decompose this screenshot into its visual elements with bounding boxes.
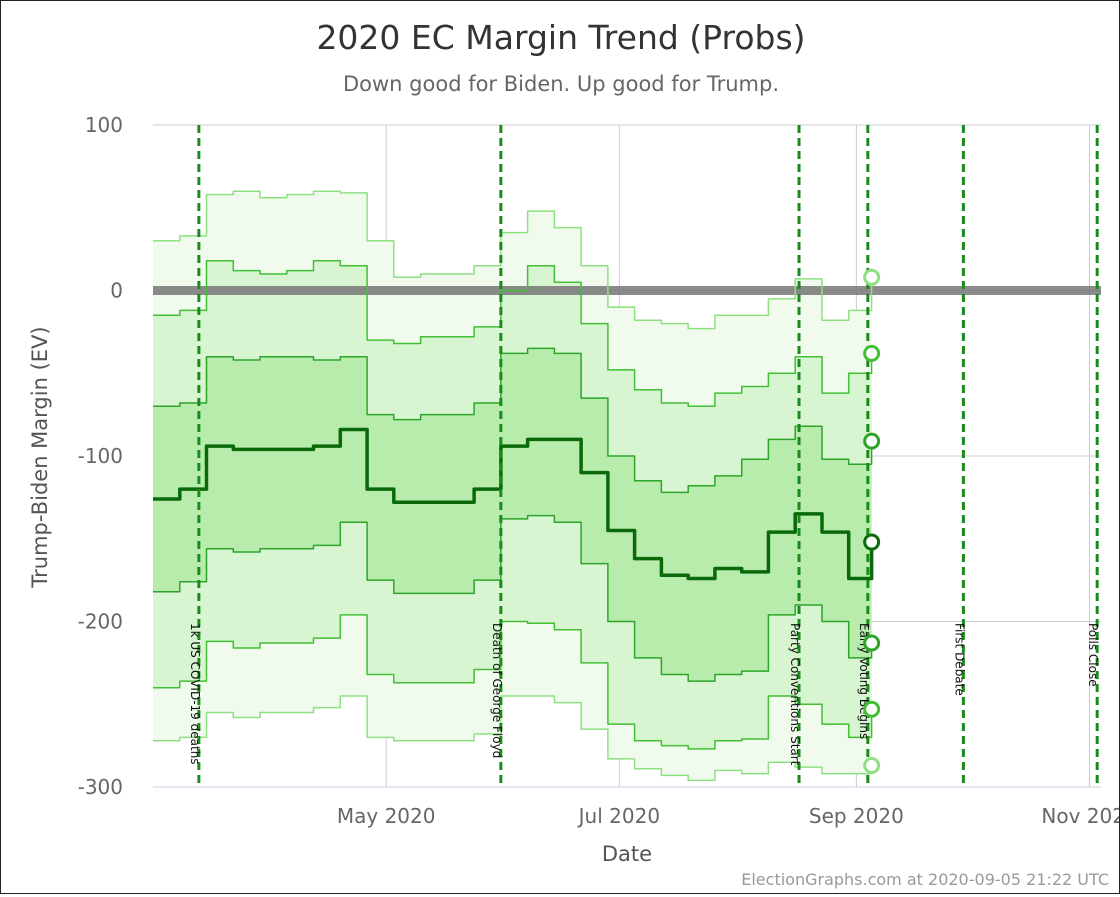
- series-endpoint: [863, 700, 881, 718]
- probability-band: [153, 348, 872, 579]
- series-endpoint: [863, 533, 881, 551]
- probability-band: [153, 614, 872, 781]
- series-endpoints: [863, 268, 881, 774]
- series-line: [153, 514, 873, 682]
- y-tick-label: 0: [110, 279, 123, 303]
- y-tick-label: 100: [85, 113, 123, 137]
- x-tick-label: May 2020: [337, 804, 436, 828]
- series-line: [153, 259, 873, 408]
- event-lines: 1k US COVID-19 deaths Death of George Flo…: [188, 125, 1100, 787]
- probability-band: [153, 515, 872, 749]
- y-axis-label: Trump-Biden Margin (EV): [28, 326, 52, 588]
- event-label: 1k US COVID-19 deaths: [188, 623, 202, 765]
- series-line: [153, 427, 874, 581]
- credit-text: ElectionGraphs.com at 2020-09-05 21:22 U…: [741, 870, 1109, 889]
- y-tick-labels: 100 0 -100 -200 -300: [78, 113, 123, 799]
- x-tick-label: Sep 2020: [809, 804, 904, 828]
- series-line: [153, 695, 873, 782]
- series-line: [153, 190, 873, 330]
- series-lines: [153, 190, 874, 782]
- y-tick-label: -300: [78, 775, 123, 799]
- probability-band: [153, 191, 872, 407]
- y-tick-label: -200: [78, 610, 123, 634]
- x-tick-labels: May 2020 Jul 2020 Sep 2020 Nov 2020: [337, 804, 1120, 828]
- series-endpoint: [863, 634, 881, 652]
- probability-band: [153, 429, 872, 682]
- series-line: [153, 347, 873, 494]
- chart-title: 2020 EC Margin Trend (Probs): [316, 18, 805, 57]
- series-endpoint: [863, 344, 881, 362]
- event-label: Death of George Floyd: [490, 623, 504, 758]
- x-tick-label: Nov 2020: [1041, 804, 1119, 828]
- probability-bands: [153, 191, 872, 781]
- chart-subtitle: Down good for Biden. Up good for Trump.: [343, 72, 779, 96]
- probability-band: [153, 260, 872, 493]
- x-axis-label: Date: [602, 842, 652, 866]
- event-label: First Debate: [952, 623, 966, 696]
- series-endpoint: [863, 268, 881, 286]
- x-tick-label: Jul 2020: [577, 804, 660, 828]
- series-line: [153, 614, 873, 750]
- series-endpoint: [863, 432, 881, 450]
- y-tick-label: -100: [78, 444, 123, 468]
- event-label: Party Conventions Start: [788, 623, 802, 766]
- event-label: Polls Close: [1086, 623, 1100, 687]
- series-endpoint: [863, 756, 881, 774]
